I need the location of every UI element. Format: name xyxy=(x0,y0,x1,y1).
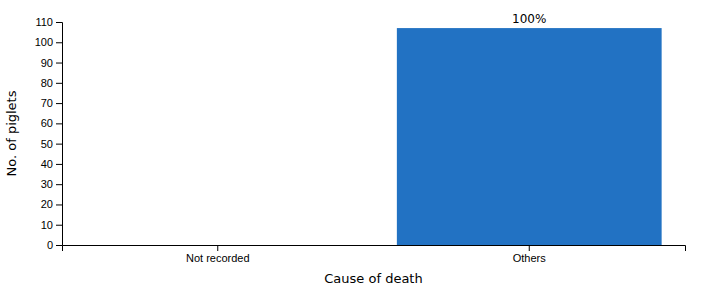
bars xyxy=(397,28,662,245)
y-tick-label: 80 xyxy=(41,77,53,89)
x-tick: Not recorded xyxy=(186,245,250,264)
y-tick: 0 xyxy=(47,239,62,251)
chart: 0 10 20 30 40 50 60 70 80 90 100 110 Not recorded Oth… xyxy=(0,0,701,293)
y-tick: 20 xyxy=(41,198,62,210)
x-tick-mark xyxy=(529,245,530,251)
annotations: 100% xyxy=(512,12,546,26)
annotation: 100% xyxy=(512,12,546,26)
y-tick: 100 xyxy=(35,36,62,48)
x-tick-label: Not recorded xyxy=(186,252,250,264)
y-tick-mark xyxy=(56,103,62,104)
x-axis: Not recorded Others xyxy=(63,245,686,264)
y-tick: 60 xyxy=(41,117,62,129)
x-axis-title: Cause of death xyxy=(324,271,422,286)
y-tick: 10 xyxy=(41,219,62,231)
y-tick-label: 40 xyxy=(41,158,53,170)
y-tick-label: 0 xyxy=(47,239,53,251)
y-tick-mark xyxy=(56,42,62,43)
x-tick-mark xyxy=(217,245,218,251)
y-tick-label: 70 xyxy=(41,97,53,109)
y-axis: 0 10 20 30 40 50 60 70 80 90 100 110 xyxy=(35,16,63,251)
y-tick-label: 60 xyxy=(41,117,53,129)
y-tick: 40 xyxy=(41,158,62,170)
y-tick-mark xyxy=(56,245,62,246)
y-tick-label: 20 xyxy=(41,198,53,210)
y-tick: 70 xyxy=(41,97,62,109)
y-tick-mark xyxy=(56,123,62,124)
y-axis-line xyxy=(56,23,63,246)
y-tick-mark xyxy=(56,63,62,64)
y-tick-label: 50 xyxy=(41,138,53,150)
y-tick-mark xyxy=(56,225,62,226)
y-tick-mark xyxy=(56,83,62,84)
y-tick: 30 xyxy=(41,178,62,190)
y-tick-mark xyxy=(56,144,62,145)
y-tick-mark xyxy=(56,164,62,165)
plot: 0 10 20 30 40 50 60 70 80 90 100 110 Not recorded Oth… xyxy=(35,12,686,264)
y-tick-mark xyxy=(56,184,62,185)
x-axis-line xyxy=(63,246,686,252)
y-tick-label: 90 xyxy=(41,57,53,69)
x-tick: Others xyxy=(513,245,547,264)
y-tick-mark xyxy=(56,22,62,23)
y-tick-label: 110 xyxy=(35,16,53,28)
y-tick: 110 xyxy=(35,16,62,28)
y-tick-label: 100 xyxy=(35,36,53,48)
bar xyxy=(85,245,350,246)
y-axis-title: No. of piglets xyxy=(4,90,19,176)
y-tick: 50 xyxy=(41,138,62,150)
x-tick-label: Others xyxy=(513,252,547,264)
y-tick: 90 xyxy=(41,57,62,69)
bar xyxy=(397,28,662,245)
y-tick-mark xyxy=(56,204,62,205)
y-tick-label: 10 xyxy=(41,219,53,231)
y-tick-label: 30 xyxy=(41,178,53,190)
y-tick: 80 xyxy=(41,77,62,89)
